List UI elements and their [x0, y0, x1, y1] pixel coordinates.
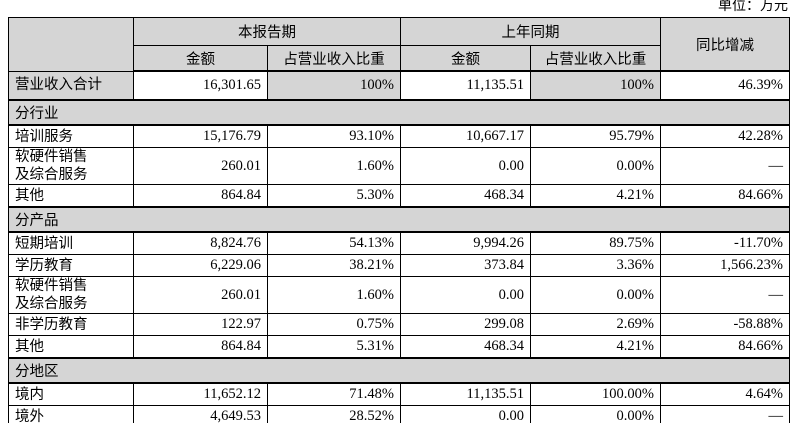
header-prior-amount: 金额 — [400, 45, 531, 72]
cell-prior-amount: 373.84 — [400, 254, 531, 277]
row-label: 非学历教育 — [8, 313, 134, 336]
cell-yoy: 4.64% — [660, 382, 790, 406]
header-empty-corner — [8, 17, 134, 72]
row-section-by-industry: 分行业 — [8, 99, 790, 126]
cell-cur-pct: 28.52% — [267, 405, 401, 423]
header-row-measures: 金额 占营业收入比重 金额 占营业收入比重 — [9, 45, 790, 72]
cell-prior-pct: 0.00% — [530, 276, 661, 314]
section-label: 分产品 — [8, 206, 790, 233]
cell-cur-pct: 1.60% — [267, 147, 401, 185]
row-label: 学历教育 — [8, 254, 134, 277]
row-software-hardware-product: 软硬件销售 及综合服务 260.01 1.60% 0.00 0.00% — — [8, 276, 790, 314]
unit-label: 单位：万元 — [718, 0, 788, 14]
header-prior-period: 上年同期 — [400, 17, 661, 46]
cell-yoy: 46.39% — [660, 70, 790, 101]
row-section-by-region: 分地区 — [8, 357, 790, 384]
row-label: 培训服务 — [8, 124, 134, 148]
cell-cur-pct: 38.21% — [267, 254, 401, 277]
row-label: 其他 — [8, 335, 134, 359]
cell-cur-pct: 5.31% — [267, 335, 401, 359]
cell-prior-pct: 0.00% — [530, 405, 661, 423]
row-section-by-product: 分产品 — [8, 206, 790, 233]
header-yoy-change: 同比增减 — [660, 17, 790, 72]
cell-yoy: — — [660, 147, 790, 185]
cell-cur-pct: 93.10% — [267, 124, 401, 148]
header-prior-pct: 占营业收入比重 — [530, 45, 661, 72]
row-non-academic-education: 非学历教育 122.97 0.75% 299.08 2.69% -58.88% — [8, 313, 790, 336]
cell-cur-amount: 16,301.65 — [133, 70, 268, 101]
cell-prior-amount: 0.00 — [400, 276, 531, 314]
row-label: 软硬件销售 及综合服务 — [8, 147, 134, 185]
cell-prior-amount: 0.00 — [400, 405, 531, 423]
row-label: 其他 — [8, 184, 134, 208]
cell-cur-amount: 6,229.06 — [133, 254, 268, 277]
cell-prior-amount: 468.34 — [400, 184, 531, 208]
cell-cur-pct: 1.60% — [267, 276, 401, 314]
header-current-pct: 占营业收入比重 — [267, 45, 401, 72]
cell-yoy: — — [660, 276, 790, 314]
row-overseas: 境外 4,649.53 28.52% 0.00 0.00% — — [8, 405, 790, 423]
cell-prior-pct: 95.79% — [530, 124, 661, 148]
revenue-breakdown-table: 本报告期 上年同期 同比增减 金额 占营业收入比重 金额 占营业收入比重 营业收… — [8, 17, 790, 423]
cell-yoy: 84.66% — [660, 335, 790, 359]
row-other-product: 其他 864.84 5.31% 468.34 4.21% 84.66% — [8, 335, 790, 359]
cell-cur-pct: 100% — [267, 70, 401, 101]
cell-yoy: -11.70% — [660, 231, 790, 255]
row-software-hardware-industry: 软硬件销售 及综合服务 260.01 1.60% 0.00 0.00% — — [8, 147, 790, 185]
cell-prior-pct: 4.21% — [530, 184, 661, 208]
cell-prior-pct: 89.75% — [530, 231, 661, 255]
row-label: 软硬件销售 及综合服务 — [8, 276, 134, 314]
row-label: 营业收入合计 — [8, 70, 134, 101]
row-short-term-training: 短期培训 8,824.76 54.13% 9,994.26 89.75% -11… — [8, 231, 790, 255]
section-label: 分行业 — [8, 99, 790, 126]
cell-yoy: 42.28% — [660, 124, 790, 148]
cell-cur-amount: 8,824.76 — [133, 231, 268, 255]
cell-prior-amount: 10,667.17 — [400, 124, 531, 148]
cell-cur-pct: 71.48% — [267, 382, 401, 406]
header-current-amount: 金额 — [133, 45, 268, 72]
cell-yoy: 1,566.23% — [660, 254, 790, 277]
row-academic-education: 学历教育 6,229.06 38.21% 373.84 3.36% 1,566.… — [8, 254, 790, 277]
cell-prior-pct: 100% — [530, 70, 661, 101]
cell-cur-amount: 11,652.12 — [133, 382, 268, 406]
cell-prior-pct: 4.21% — [530, 335, 661, 359]
cell-prior-amount: 0.00 — [400, 147, 531, 185]
cell-cur-amount: 15,176.79 — [133, 124, 268, 148]
row-other-industry: 其他 864.84 5.30% 468.34 4.21% 84.66% — [8, 184, 790, 208]
cell-cur-amount: 864.84 — [133, 184, 268, 208]
cell-cur-pct: 0.75% — [267, 313, 401, 336]
cell-prior-pct: 0.00% — [530, 147, 661, 185]
cell-cur-amount: 122.97 — [133, 313, 268, 336]
cell-yoy: -58.88% — [660, 313, 790, 336]
cell-cur-amount: 260.01 — [133, 147, 268, 185]
cell-prior-pct: 3.36% — [530, 254, 661, 277]
cell-yoy: 84.66% — [660, 184, 790, 208]
cell-prior-pct: 100.00% — [530, 382, 661, 406]
cell-prior-amount: 9,994.26 — [400, 231, 531, 255]
row-training-services: 培训服务 15,176.79 93.10% 10,667.17 95.79% 4… — [8, 124, 790, 148]
header-row-periods: 本报告期 上年同期 同比增减 — [8, 17, 790, 72]
row-domestic: 境内 11,652.12 71.48% 11,135.51 100.00% 4.… — [8, 382, 790, 406]
header-current-period: 本报告期 — [133, 17, 401, 46]
row-label: 短期培训 — [8, 231, 134, 255]
row-label: 境外 — [8, 405, 134, 423]
cell-yoy: — — [660, 405, 790, 423]
cell-prior-amount: 11,135.51 — [400, 70, 531, 101]
cell-prior-amount: 468.34 — [400, 335, 531, 359]
cell-prior-amount: 299.08 — [400, 313, 531, 336]
row-label: 境内 — [8, 382, 134, 406]
cell-cur-pct: 54.13% — [267, 231, 401, 255]
cell-cur-amount: 4,649.53 — [133, 405, 268, 423]
cell-cur-amount: 864.84 — [133, 335, 268, 359]
row-total-revenue: 营业收入合计 16,301.65 100% 11,135.51 100% 46.… — [8, 70, 790, 101]
cell-prior-pct: 2.69% — [530, 313, 661, 336]
cell-prior-amount: 11,135.51 — [400, 382, 531, 406]
cell-cur-amount: 260.01 — [133, 276, 268, 314]
section-label: 分地区 — [8, 357, 790, 384]
cell-cur-pct: 5.30% — [267, 184, 401, 208]
